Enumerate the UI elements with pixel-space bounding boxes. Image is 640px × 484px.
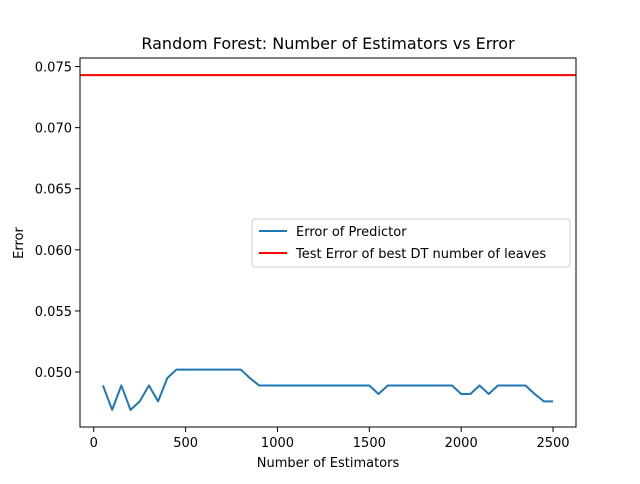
legend-label-error-of-predictor: Error of Predictor [296, 225, 407, 240]
y-tick-label: 0.070 [35, 122, 72, 137]
x-tick-label: 2000 [445, 436, 478, 451]
x-axis-label: Number of Estimators [257, 456, 400, 471]
x-tick-label: 500 [173, 436, 198, 451]
plot-area [80, 74, 576, 411]
y-axis: 0.050 0.055 0.060 0.065 0.070 0.075 [35, 61, 80, 381]
y-tick-label: 0.075 [35, 61, 72, 76]
legend: Error of Predictor Test Error of best DT… [251, 218, 571, 268]
chart-title: Random Forest: Number of Estimators vs E… [141, 34, 515, 53]
y-tick-label: 0.050 [35, 366, 72, 381]
x-tick-label: 2500 [536, 436, 569, 451]
y-tick-label: 0.060 [35, 244, 72, 259]
x-axis: 0 500 1000 1500 2000 2500 [90, 427, 570, 451]
y-tick-label: 0.065 [35, 183, 72, 198]
x-tick-label: 1500 [353, 436, 386, 451]
x-tick-label: 0 [90, 436, 98, 451]
y-axis-label: Error [12, 227, 27, 259]
x-tick-label: 1000 [261, 436, 294, 451]
legend-label-test-error-dt: Test Error of best DT number of leaves [295, 247, 546, 262]
y-tick-label: 0.055 [35, 305, 72, 320]
legend-frame [251, 218, 571, 268]
axes-frame [79, 57, 577, 428]
series-line-error-of-predictor [102, 368, 554, 411]
